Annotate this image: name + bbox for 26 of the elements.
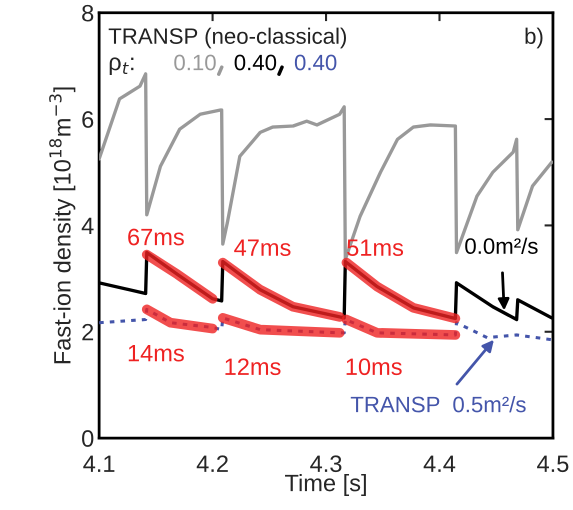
legend-title: ρ$_{t}$: <box>110 57 134 76</box>
annotation: 47ms <box>234 240 291 256</box>
annotation: TRANSP 0.5m²/s <box>350 396 526 412</box>
y-tick-label: 6 <box>82 111 94 128</box>
x-tick-label: 4.2 <box>196 455 228 472</box>
x-tick-label: 4.4 <box>424 456 456 472</box>
y-tick-label: 8 <box>82 4 94 22</box>
annotation: 10ms <box>346 358 402 376</box>
annotation: b) <box>526 28 542 48</box>
x-axis-title: Time [s] <box>285 474 366 496</box>
y-axis-title: Fast-ion density [10$^{18}$m$^{−3}$] <box>49 87 76 364</box>
y-tick-label: 2 <box>82 324 94 340</box>
annotation: TRANSP (neo-classical) <box>108 28 346 48</box>
annotation: 67ms <box>128 228 184 246</box>
legend-label: 0.40 <box>234 54 276 70</box>
annotation: 12ms <box>225 358 281 376</box>
text: 0.40 <box>294 54 336 70</box>
x-tick-label: 4.3 <box>310 455 342 472</box>
annotation: 51ms <box>347 240 404 256</box>
x-tick-label: 4.5 <box>537 456 568 472</box>
legend-label: 0.10 <box>174 54 216 70</box>
annotation: 0.0m²/s <box>465 238 538 254</box>
y-tick-label: 0 <box>82 430 94 447</box>
annotation: 14ms <box>128 345 184 362</box>
y-tick-label: 4 <box>82 218 94 234</box>
x-tick-label: 4.1 <box>83 456 114 472</box>
